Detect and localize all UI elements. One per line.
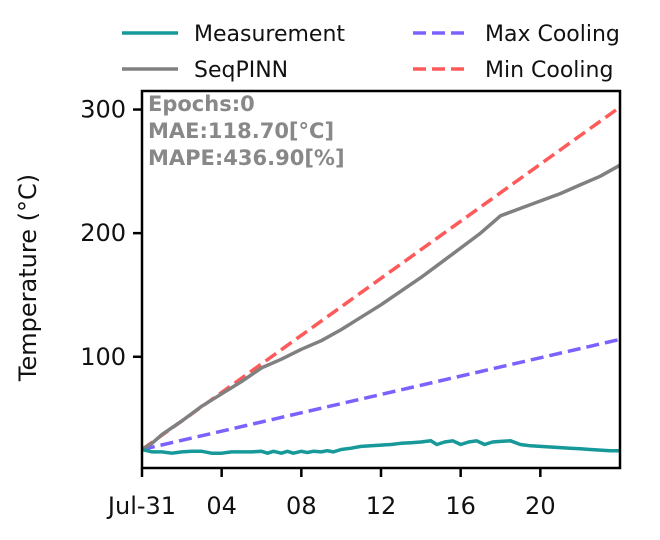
x-tick-label: 08 [286,492,317,520]
x-tick-label: Jul-31 [106,492,176,520]
annotation-text: MAE:118.70[°C] [148,119,334,143]
x-tick-label: 20 [525,492,556,520]
legend-label: Min Cooling [485,58,613,83]
annotations: Epochs:0 MAE:118.70[°C] MAPE:436.90[%] [148,92,345,170]
legend-label: Measurement [194,22,345,47]
x-tick-label: 16 [445,492,476,520]
x-tick-label: 12 [366,492,397,520]
y-tick-label: 100 [80,343,126,371]
y-tick-label: 300 [80,96,126,124]
legend-label: Max Cooling [485,22,620,47]
annotation-text: MAPE:436.90[%] [148,146,345,170]
series-line-measurement [142,439,620,455]
legend-label: SeqPINN [194,58,288,83]
x-axis: Jul-31 04 08 12 16 20 [106,468,556,520]
series-line-seqpinn [142,163,620,451]
legend: Measurement SeqPINN Max Cooling Min Cooling [122,22,620,83]
series-line-max-cooling [142,337,620,452]
y-axis-label: Temperature (°C) [14,174,42,382]
annotation-text: Epochs:0 [148,92,255,116]
y-axis: 100 200 300 [80,96,142,371]
y-tick-label: 200 [80,219,126,247]
series-layer [142,105,620,455]
x-tick-label: 04 [206,492,237,520]
